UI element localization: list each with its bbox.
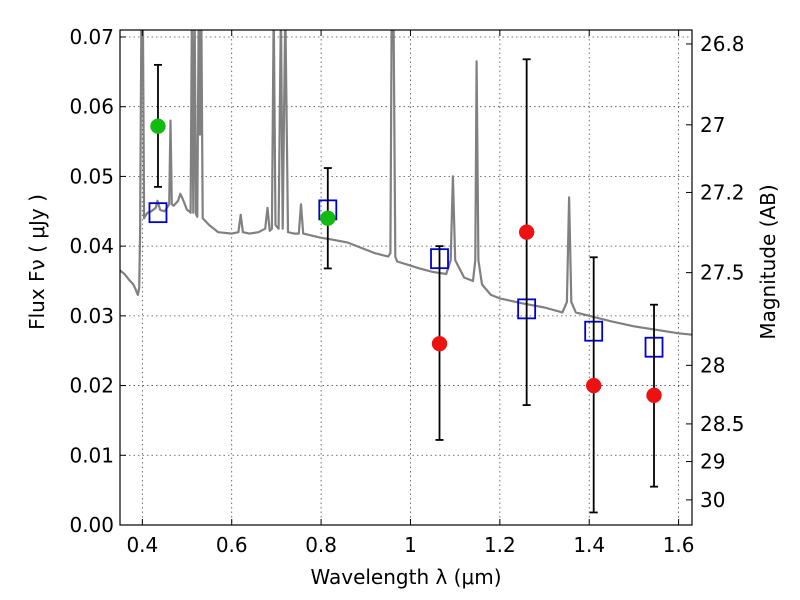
x-tick-label: 1.2 [484, 533, 516, 557]
red-data-point [431, 335, 448, 352]
y-tick-label: 0.00 [69, 513, 114, 537]
x-tick-label: 0.6 [216, 533, 248, 557]
y2-tick-label: 27.5 [700, 261, 745, 285]
model-square-marker [148, 202, 168, 224]
marker-layer [148, 58, 664, 514]
x-tick-label: 1 [404, 533, 417, 557]
y2-axis-title: Magnitude (AB) [756, 184, 780, 339]
y-tick-label: 0.03 [69, 304, 114, 328]
red-data-point [646, 387, 662, 404]
y-tick-label: 0.05 [69, 164, 114, 188]
y2-tick-label: 30 [700, 488, 725, 512]
spectrum-line [120, 30, 692, 336]
y2-tick-label: 27.2 [700, 180, 745, 204]
x-axis-title: Wavelength λ (μm) [310, 565, 501, 589]
y2-tick-label: 28 [700, 353, 725, 377]
y2-tick-label: 28.5 [700, 412, 745, 436]
x-tick-label: 0.4 [126, 533, 158, 557]
grid-lines [120, 30, 692, 526]
y2-tick-label: 27 [700, 113, 725, 137]
x-tick-label: 1.6 [663, 533, 695, 557]
red-data-point [518, 224, 535, 240]
x-tick-label: 1.4 [573, 533, 605, 557]
y-tick-label: 0.07 [69, 25, 114, 49]
x-tick-label: 0.8 [305, 533, 337, 557]
y-axis-title: Flux Fν ( μJy ) [25, 194, 49, 330]
y-tick-label: 0.04 [69, 234, 114, 258]
red-data-point [585, 377, 602, 394]
plot-frame [119, 29, 693, 526]
y-tick-label: 0.01 [69, 443, 114, 467]
y2-tick-label: 29 [700, 450, 725, 474]
y-tick-label: 0.06 [69, 95, 114, 119]
y-tick-label: 0.02 [69, 374, 114, 398]
plot-area [120, 30, 692, 336]
y2-tick-label: 26.8 [700, 32, 745, 56]
green-data-point [150, 118, 166, 134]
green-data-point [320, 210, 336, 226]
axes: 0.4 0.6 0.8 1 1.2 1.4 1.6 0.00 0.01 0.02 0.03 0.04 0… [69, 25, 744, 557]
